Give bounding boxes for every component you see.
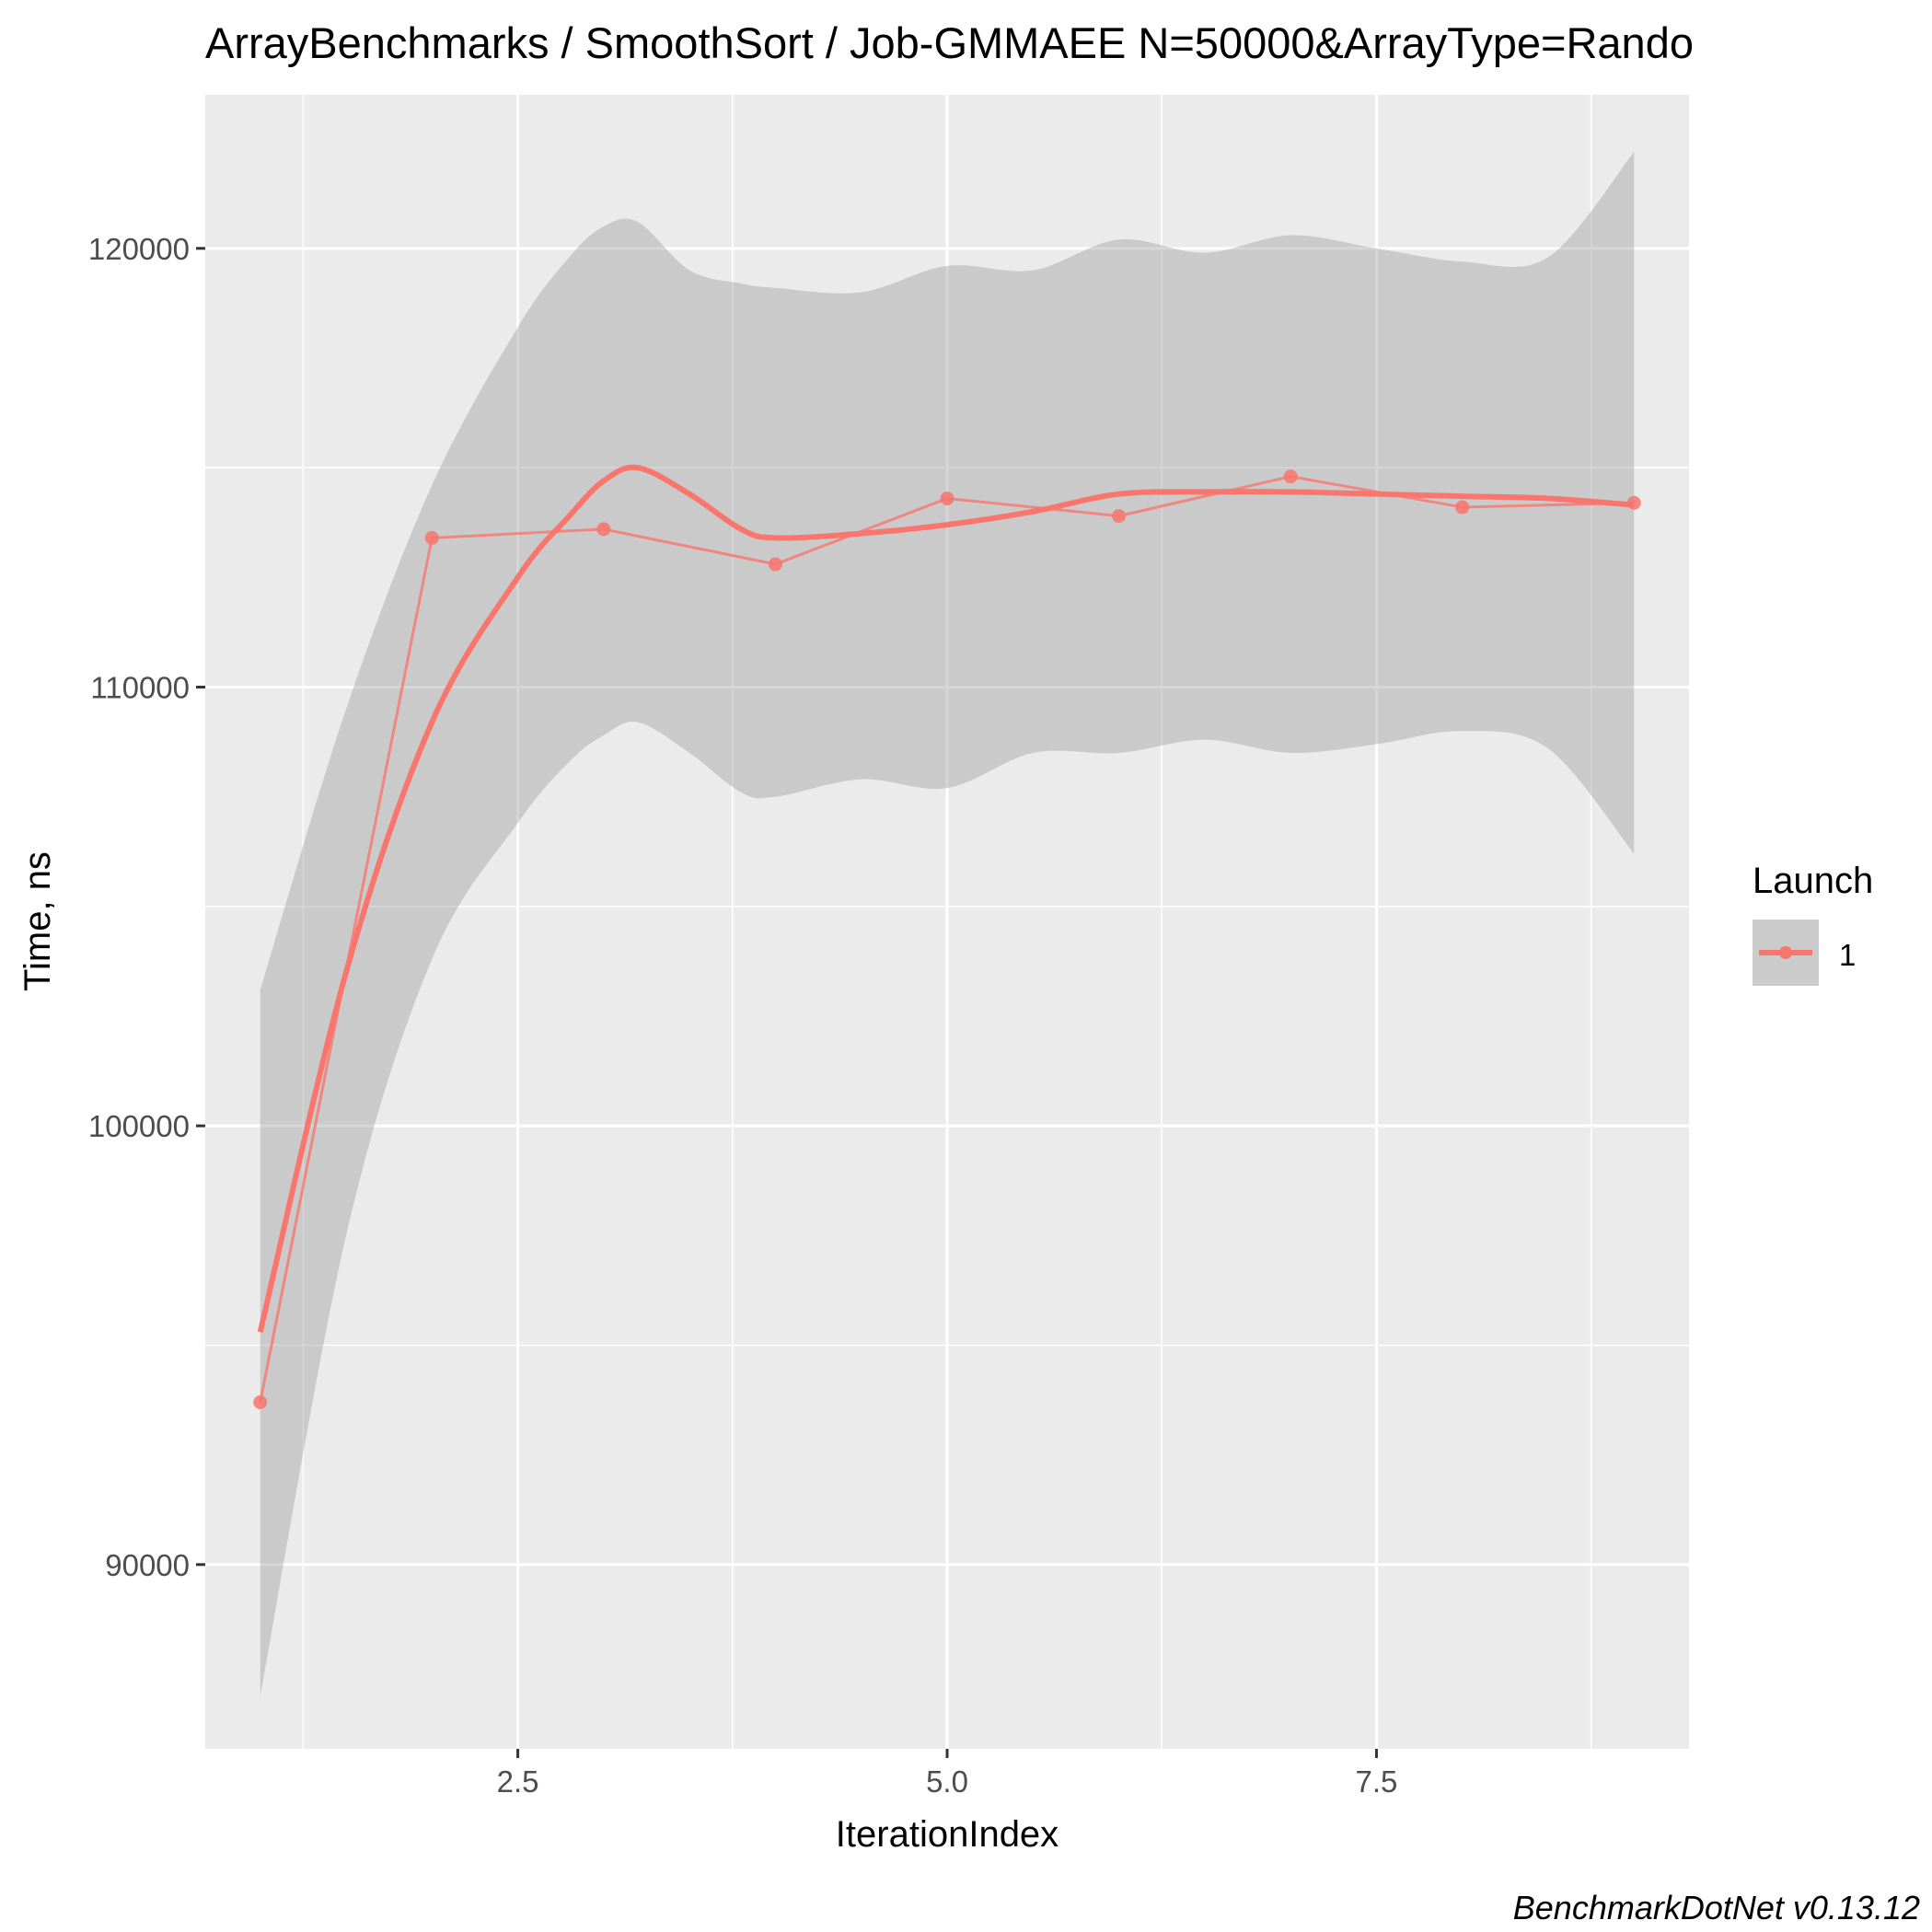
y-tick-label: 100000	[88, 1109, 190, 1143]
data-points	[253, 469, 1641, 1409]
legend: Launch 1	[1753, 861, 1873, 986]
data-point	[253, 1394, 268, 1409]
data-point	[424, 530, 439, 545]
x-tick-label: 7.5	[1355, 1764, 1397, 1799]
x-tick-label: 2.5	[497, 1764, 539, 1799]
legend-entry-1: 1	[1839, 938, 1856, 972]
legend-title: Launch	[1753, 861, 1873, 901]
data-point	[1112, 509, 1127, 524]
legend-key-point	[1779, 946, 1792, 959]
data-point	[768, 557, 782, 572]
data-point	[1455, 500, 1470, 515]
major-gridlines	[205, 95, 1689, 1749]
x-axis-ticks: 2.5 5.0 7.5	[497, 1749, 1397, 1799]
y-axis-ticks: 90000 100000 110000 120000	[88, 232, 205, 1582]
confidence-ribbon	[260, 151, 1635, 1696]
x-tick-label: 5.0	[926, 1764, 968, 1799]
data-point	[940, 492, 954, 506]
data-point	[1283, 469, 1298, 484]
caption: BenchmarkDotNet v0.13.12	[1513, 1889, 1920, 1926]
data-point	[596, 522, 611, 537]
chart-title: ArrayBenchmarks / SmoothSort / Job-GMMAE…	[205, 18, 1694, 67]
x-axis-label: IterationIndex	[836, 1814, 1059, 1855]
smooth-trend-line	[257, 464, 1635, 1333]
y-tick-label: 90000	[105, 1548, 190, 1582]
y-tick-label: 110000	[90, 670, 190, 704]
y-axis-label: Time, ns	[17, 851, 58, 991]
y-tick-label: 120000	[88, 232, 190, 266]
